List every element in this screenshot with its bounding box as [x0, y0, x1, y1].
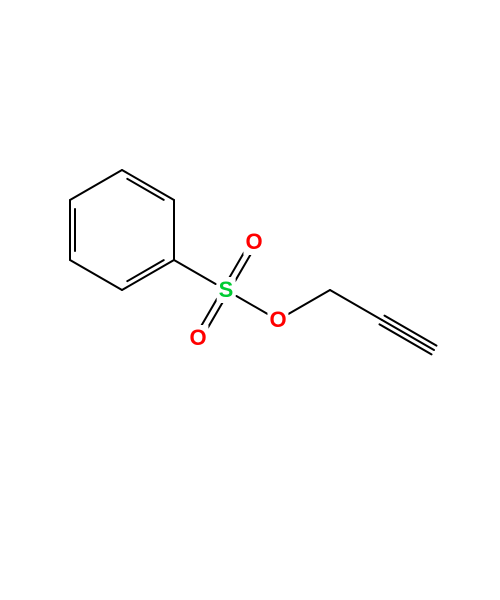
atom-s: S	[217, 277, 236, 303]
atom-o: O	[243, 229, 264, 255]
molecule-canvas: SOOO	[0, 0, 500, 600]
atom-o: O	[267, 307, 288, 333]
atom-o: O	[187, 325, 208, 351]
bond-layer	[0, 0, 500, 600]
